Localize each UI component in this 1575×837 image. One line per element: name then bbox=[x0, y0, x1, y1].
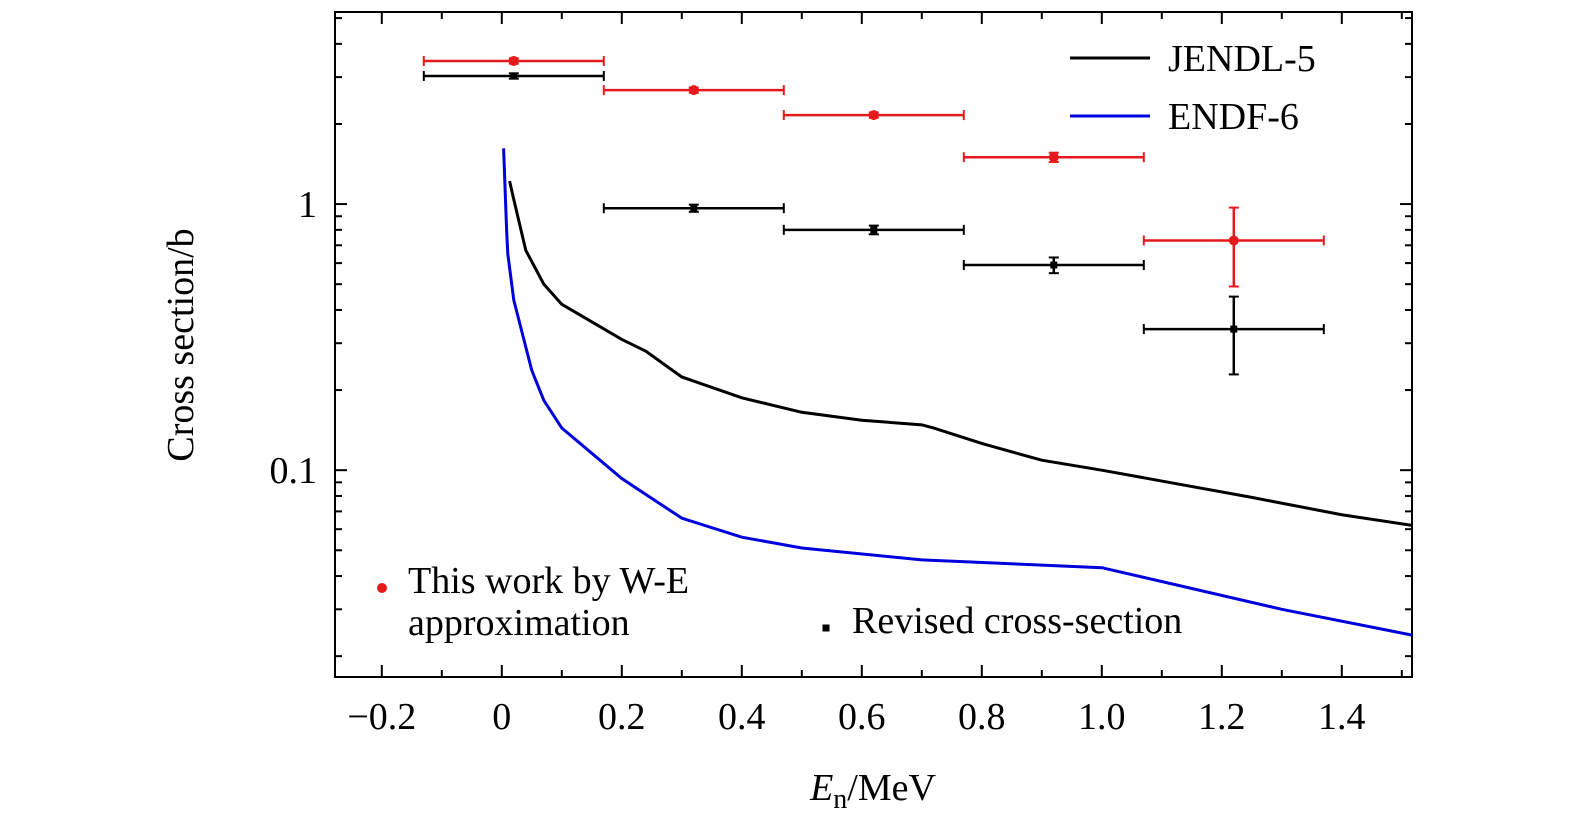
x-tick-label: 0.6 bbox=[838, 696, 886, 738]
plot-frame bbox=[334, 11, 1413, 678]
point bbox=[1228, 235, 1239, 246]
x-tick-label: 0.4 bbox=[718, 696, 766, 738]
point bbox=[1050, 261, 1058, 269]
y-axis-label: Cross section/b bbox=[160, 228, 202, 461]
x-label-symbol: E bbox=[809, 767, 833, 809]
x-label-unit: /MeV bbox=[847, 767, 936, 809]
point bbox=[1048, 152, 1059, 163]
x-tick-label: 0.2 bbox=[598, 696, 646, 738]
x-tick-label: 0 bbox=[492, 696, 511, 738]
point bbox=[508, 55, 519, 66]
point bbox=[868, 110, 879, 121]
legend-label: ENDF-6 bbox=[1168, 96, 1299, 138]
point bbox=[690, 204, 698, 212]
x-tick-label: 0.8 bbox=[958, 696, 1006, 738]
x-tick-label: 1.2 bbox=[1198, 696, 1246, 738]
line-series bbox=[508, 180, 1413, 527]
y-tick-label: 1 bbox=[298, 184, 317, 226]
x-tick-label: −0.2 bbox=[347, 696, 416, 738]
legend-marker bbox=[822, 624, 830, 632]
legend-marker bbox=[377, 583, 387, 593]
x-axis-label: En/MeV bbox=[809, 767, 936, 815]
x-label-subscript: n bbox=[833, 784, 847, 815]
legend-label: Revised cross-section bbox=[852, 600, 1183, 642]
y-tick-label: 0.1 bbox=[270, 450, 318, 492]
point bbox=[688, 85, 699, 96]
x-tick-label: 1.0 bbox=[1078, 696, 1126, 738]
point bbox=[870, 226, 878, 234]
legend-label: This work by W-E approximation bbox=[408, 560, 690, 644]
line-series bbox=[502, 148, 1413, 637]
point bbox=[1230, 325, 1238, 333]
x-tick-label: 1.4 bbox=[1318, 696, 1366, 738]
point bbox=[510, 72, 518, 80]
legend-label: JENDL-5 bbox=[1168, 38, 1316, 80]
